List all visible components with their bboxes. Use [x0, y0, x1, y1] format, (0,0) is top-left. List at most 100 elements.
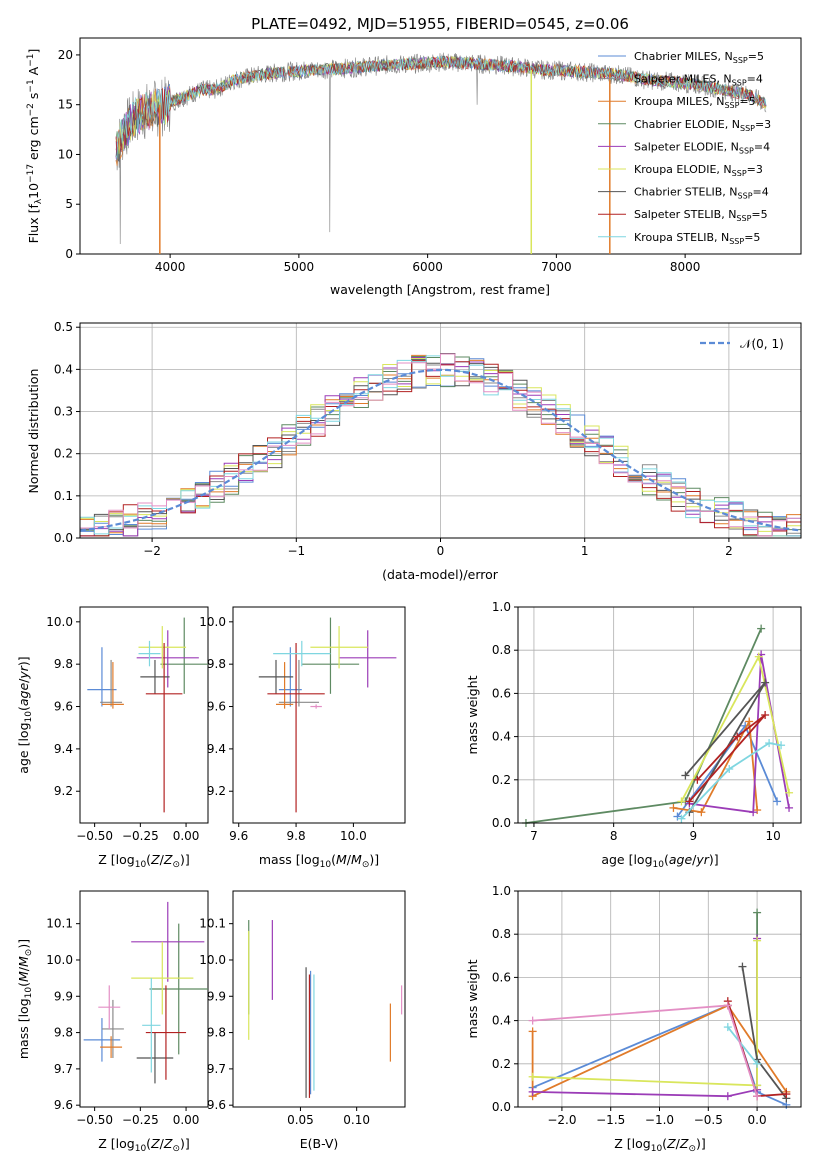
y-tick-label: 0.2 [492, 773, 511, 787]
y-tick-label: 1.0 [492, 884, 511, 898]
z-weight-xlabel: Z [log10(Z/Z⊙)] [614, 1136, 706, 1154]
z-weight-ylabel: mass weight [465, 959, 480, 1038]
y-tick-label: 9.8 [54, 657, 73, 671]
x-tick-label: −2.0 [547, 1113, 576, 1127]
age-weight-ticks: 7 8 9 10 0.0 0.2 0.4 0.6 0.8 1.0 [492, 600, 781, 843]
y-tick-label: 9.7 [54, 1062, 73, 1076]
y-tick-label: 10.1 [199, 917, 226, 931]
mass-age-ticks: 9.6 9.8 10.0 9.2 9.4 9.6 9.8 10.0 [199, 615, 366, 843]
spectrum-xlabel: wavelength [Angstrom, rest frame] [330, 282, 550, 297]
y-tick-label: 10 [58, 147, 73, 161]
x-tick-label: 5000 [284, 260, 315, 274]
spectrum-panel: PLATE=0492, MJD=51955, FIBERID=0545, z=0… [26, 15, 802, 297]
y-tick-label: 0.0 [492, 1100, 511, 1114]
age-weight-frame [517, 606, 802, 824]
age-weight-xlabel: age [log10(age/yr)] [601, 852, 718, 870]
y-tick-label: 9.4 [207, 742, 226, 756]
x-tick-label: 9 [690, 829, 698, 843]
y-tick-label: 0.6 [492, 686, 511, 700]
age-weight-content [521, 624, 794, 827]
mass-age-content [258, 617, 397, 813]
z-age-ticks: −0.50 −0.25 0.00 9.2 9.4 9.6 9.8 10.0 [46, 615, 199, 843]
residual-ylabel: Normed distribution [26, 369, 41, 494]
x-tick-label: 0.00 [173, 829, 200, 843]
y-tick-label: 0.4 [54, 362, 73, 376]
y-tick-label: 10.0 [199, 953, 226, 967]
ebv-mass-content [248, 920, 403, 1098]
x-tick-label: −0.50 [76, 1113, 113, 1127]
residual-content [79, 353, 802, 537]
weight-line-6 [688, 714, 766, 802]
y-tick-label: 0.5 [54, 320, 73, 334]
ebv-mass-frame [232, 890, 406, 1108]
legend-label: Kroupa MILES, NSSP=5 [634, 95, 756, 110]
y-tick-label: 0.8 [492, 643, 511, 657]
y-tick-label: 0.2 [54, 447, 73, 461]
y-tick-label: 0.0 [54, 531, 73, 545]
y-tick-label: 9.2 [207, 784, 226, 798]
y-tick-label: 0.2 [492, 1057, 511, 1071]
y-tick-label: 9.4 [54, 742, 73, 756]
y-tick-label: 0.1 [54, 489, 73, 503]
residual-legend-label: 𝒩(0, 1) [740, 337, 784, 351]
spectrum-ylabel: Flux [fλ10−17 erg cm−2 s−1 A−1] [26, 49, 44, 244]
x-tick-label: −0.5 [694, 1113, 723, 1127]
x-tick-label: −0.25 [122, 1113, 159, 1127]
x-tick-label: 0.10 [343, 1113, 370, 1127]
y-tick-label: 9.8 [207, 657, 226, 671]
x-tick-label: −0.50 [76, 829, 113, 843]
z-mass-content [83, 901, 208, 1084]
y-tick-label: 9.9 [54, 989, 73, 1003]
z-age-frame [79, 606, 209, 824]
ebv-mass-xlabel: E(B-V) [300, 1136, 339, 1151]
y-tick-label: 15 [58, 98, 73, 112]
y-tick-label: 9.2 [54, 784, 73, 798]
z-mass-panel: −0.50 −0.25 0.00 9.6 9.7 9.8 9.9 10.0 10.1 Z [lo… [16, 890, 209, 1154]
spectrum-title: PLATE=0492, MJD=51955, FIBERID=0545, z=0… [251, 15, 629, 33]
y-tick-label: 5 [65, 197, 73, 211]
legend-label: Salpeter STELIB, NSSP=5 [634, 208, 768, 223]
age-weight-ylabel: mass weight [465, 675, 480, 754]
ebv-mass-panel: 0.05 0.10 9.6 9.7 9.8 9.9 10.0 10.1 E(B-V) [199, 890, 406, 1151]
x-tick-label: 7 [530, 829, 538, 843]
z-weight-grid [518, 890, 801, 1108]
mass-age-xlabel: mass [log10(M/M⊙)] [259, 852, 379, 870]
y-tick-label: 0.3 [54, 405, 73, 419]
y-tick-label: 0.6 [492, 970, 511, 984]
mass-age-frame [232, 606, 406, 824]
y-tick-label: 0 [65, 247, 73, 261]
x-tick-label: −2 [143, 544, 161, 558]
z-weight-panel: −2.0 −1.5 −1.0 −0.5 0.0 0.0 0.2 0.4 0.6 0.8 1.0 Z … [465, 884, 802, 1154]
model-line-8 [115, 55, 767, 160]
y-tick-label: 0.4 [492, 1014, 511, 1028]
x-tick-label: 7000 [541, 260, 572, 274]
y-tick-label: 0.8 [492, 927, 511, 941]
mass-age-panel: 9.6 9.8 10.0 9.2 9.4 9.6 9.8 10.0 mass [log10(M… [199, 606, 406, 870]
y-tick-label: 20 [58, 48, 73, 62]
legend-label: Salpeter ELODIE, NSSP=4 [634, 140, 770, 155]
x-tick-label: 10.0 [340, 829, 367, 843]
histogram-8 [80, 355, 801, 537]
spectrum-frame [79, 37, 802, 255]
x-tick-label: −1.5 [596, 1113, 625, 1127]
x-tick-label: −1 [287, 544, 305, 558]
normal-curve [79, 368, 802, 532]
x-tick-label: 8 [610, 829, 618, 843]
y-tick-label: 9.8 [207, 1026, 226, 1040]
legend-label: Kroupa STELIB, NSSP=5 [634, 231, 760, 246]
x-tick-label: 1 [581, 544, 589, 558]
y-tick-label: 1.0 [492, 600, 511, 614]
z-mass-ylabel: mass [log10(M/M⊙)] [16, 939, 34, 1059]
x-tick-label: 2 [725, 544, 733, 558]
spectrum-legend: Chabrier MILES, NSSP=5 Salpeter MILES, NS… [598, 50, 771, 246]
histogram-9 [80, 353, 801, 537]
weight-line-2 [525, 628, 762, 824]
x-tick-label: 9.6 [229, 829, 248, 843]
x-tick-label: 0.0 [748, 1113, 767, 1127]
z-age-panel: −0.50 −0.25 0.00 9.2 9.4 9.6 9.8 10.0 Z [log10(… [16, 606, 209, 870]
y-tick-label: 10.1 [46, 917, 73, 931]
residual-panel: −2 −1 0 1 2 0.0 0.1 0.2 0.3 0.4 0.5 (data-model)/e… [26, 320, 802, 582]
weight-line-7 [727, 1026, 758, 1065]
residual-ticks: −2 −1 0 1 2 0.0 0.1 0.2 0.3 0.4 0.5 [54, 320, 733, 558]
